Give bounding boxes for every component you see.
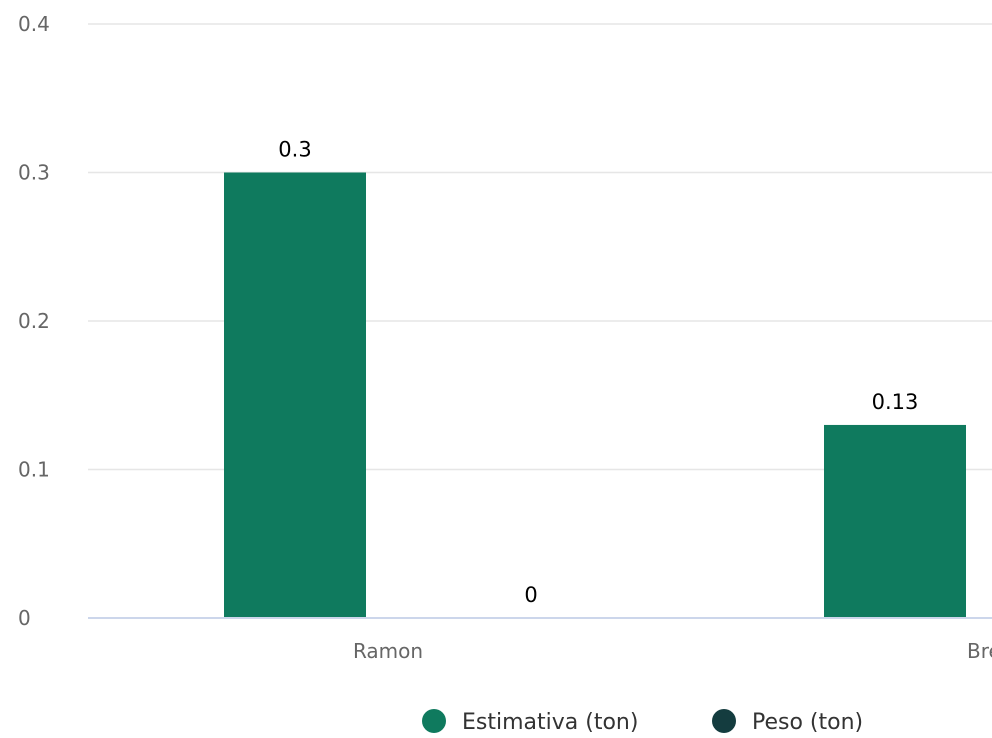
bars [224, 172, 966, 619]
legend-label: Estimativa (ton) [462, 710, 638, 735]
data-label: 0.13 [872, 390, 919, 414]
y-tick-label: 0.3 [18, 161, 50, 185]
bar-estimativa[interactable] [824, 424, 966, 618]
gridlines [88, 23, 992, 471]
legend-item[interactable]: Peso (ton) [712, 709, 863, 735]
data-label: 0 [524, 583, 537, 607]
legend-item[interactable]: Estimativa (ton) [422, 709, 638, 735]
y-axis: 0 0.1 0.2 0.3 0.4 [18, 12, 50, 630]
y-tick-label: 0.2 [18, 309, 50, 333]
legend-marker [712, 709, 736, 733]
legend-label: Peso (ton) [752, 710, 863, 735]
x-category-label: Brer [967, 639, 992, 663]
y-tick-label: 0.1 [18, 458, 50, 482]
data-label: 0.3 [278, 138, 311, 162]
legend[interactable]: Estimativa (ton) Peso (ton) [422, 709, 863, 735]
x-category-label: Ramon [353, 639, 423, 663]
legend-marker [422, 709, 446, 733]
x-axis: Ramon Brer [88, 617, 992, 663]
y-tick-label: 0 [18, 606, 31, 630]
data-labels: 0.3 0 0.13 [278, 138, 918, 608]
y-tick-label: 0.4 [18, 12, 50, 36]
bar-estimativa[interactable] [224, 172, 366, 619]
